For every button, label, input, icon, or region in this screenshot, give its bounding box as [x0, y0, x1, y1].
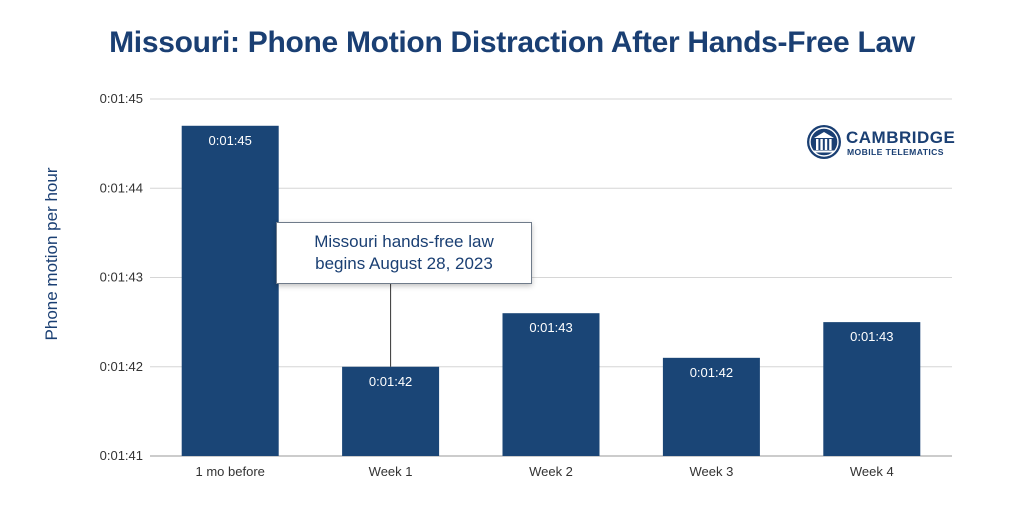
x-tick-label: Week 1	[369, 464, 413, 479]
y-tick-labels: 0:01:41 0:01:42 0:01:43 0:01:44 0:01:45	[100, 91, 143, 463]
data-label: 0:01:42	[690, 365, 733, 380]
hands-free-law-callout: Missouri hands-free law begins August 28…	[276, 222, 532, 284]
x-tick-labels: 1 mo before Week 1 Week 2 Week 3 Week 4	[196, 464, 894, 479]
y-tick-label: 0:01:42	[100, 359, 143, 374]
bar	[181, 125, 279, 457]
data-label: 0:01:43	[529, 320, 572, 335]
y-tick-label: 0:01:43	[100, 270, 143, 285]
x-tick-label: Week 2	[529, 464, 573, 479]
bar	[502, 313, 600, 456]
y-axis-label: Phone motion per hour	[42, 167, 61, 340]
x-tick-label: 1 mo before	[196, 464, 265, 479]
data-label: 0:01:42	[369, 374, 412, 389]
y-tick-label: 0:01:41	[100, 448, 143, 463]
bars: 0:01:45 0:01:42 0:01:43 0:01:42 0:01:43	[181, 125, 921, 457]
bar	[342, 366, 440, 456]
logo-sub-text: MOBILE TELEMATICS	[847, 147, 944, 157]
bar	[662, 357, 760, 456]
bar	[823, 322, 921, 456]
data-label: 0:01:45	[209, 133, 252, 148]
logo-brand-text: CAMBRIDGE	[846, 128, 956, 147]
callout-line-1: Missouri hands-free law	[314, 232, 494, 251]
x-tick-label: Week 4	[850, 464, 894, 479]
data-label: 0:01:43	[850, 329, 893, 344]
columned-building-icon	[807, 125, 841, 159]
y-tick-label: 0:01:45	[100, 91, 143, 106]
x-tick-label: Week 3	[689, 464, 733, 479]
callout-line-2: begins August 28, 2023	[315, 254, 493, 273]
cambridge-mobile-telematics-logo: CAMBRIDGE MOBILE TELEMATICS	[806, 124, 956, 160]
y-tick-label: 0:01:44	[100, 180, 143, 195]
chart-title: Missouri: Phone Motion Distraction After…	[109, 26, 915, 59]
